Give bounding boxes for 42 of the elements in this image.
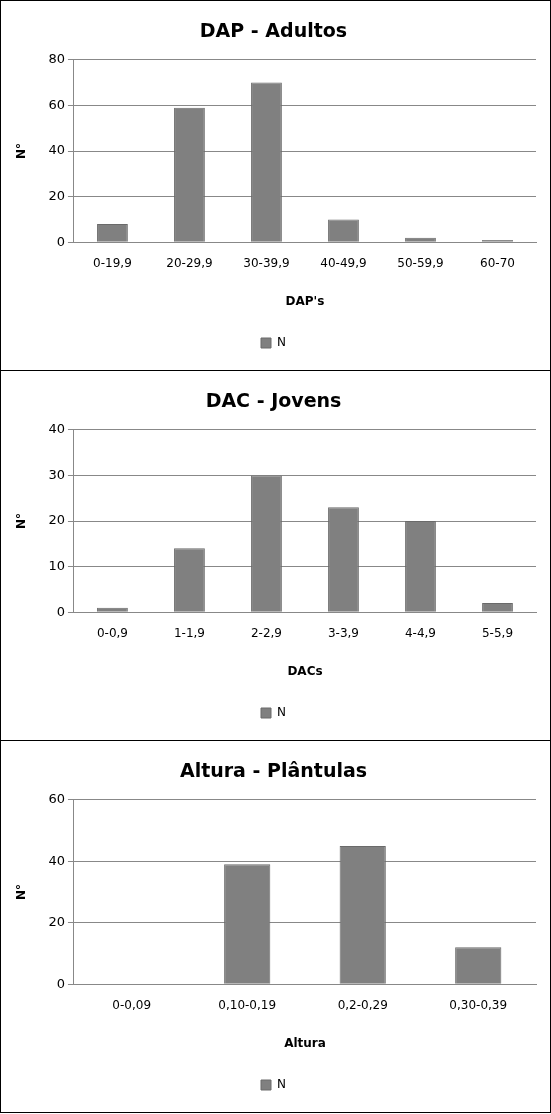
x-tick-label: 30-39,9 xyxy=(243,255,290,270)
x-tick-label: 50-59,9 xyxy=(397,255,444,270)
x-tick-label: 0,2-0,29 xyxy=(337,997,388,1012)
y-tick-label: 40 xyxy=(48,142,65,158)
x-tick-label: 60-70 xyxy=(480,255,515,270)
x-tick-label: 0,30-0,39 xyxy=(449,997,508,1012)
y-tick-label: 0 xyxy=(56,603,65,619)
chart-title: DAC - Jovens xyxy=(205,389,342,412)
x-axis-title: DACs xyxy=(287,663,323,678)
y-tick-label: 20 xyxy=(48,187,65,203)
x-tick-label: 40-49,9 xyxy=(320,255,367,270)
y-tick-label: 20 xyxy=(48,512,65,528)
legend-label: N xyxy=(277,335,286,350)
x-tick-label: 0-0,9 xyxy=(96,625,128,640)
x-tick-label: 0-0,09 xyxy=(112,997,152,1012)
y-tick-label: 0 xyxy=(56,975,65,991)
y-tick-label: 30 xyxy=(48,466,65,482)
x-axis-title: Altura xyxy=(284,1035,326,1050)
x-tick-label: 0,10-0,19 xyxy=(218,997,277,1012)
x-tick-label: 2-2,9 xyxy=(250,625,282,640)
y-tick-label: 60 xyxy=(48,96,65,112)
y-tick-label: 80 xyxy=(48,51,65,67)
x-tick-label: 3-3,9 xyxy=(327,625,360,640)
x-tick-label: 5-5,9 xyxy=(481,625,514,640)
y-tick-label: 0 xyxy=(56,233,65,249)
x-tick-label: 0-19,9 xyxy=(93,255,132,270)
legend-label: N xyxy=(277,705,286,720)
y-axis-title: N° xyxy=(14,512,29,530)
y-axis-title: N° xyxy=(14,883,29,901)
y-tick-label: 10 xyxy=(48,557,65,573)
y-tick-label: 20 xyxy=(48,914,65,930)
y-axis-title: N° xyxy=(14,142,29,160)
y-tick-label: 40 xyxy=(48,421,65,437)
chart-title: Altura - Plântulas xyxy=(179,759,368,782)
x-axis-title: DAP's xyxy=(285,293,325,308)
x-tick-label: 4-4,9 xyxy=(404,625,437,640)
chart-title: DAP - Adultos xyxy=(199,19,348,42)
y-tick-label: 60 xyxy=(48,791,65,807)
x-tick-label: 1-1,9 xyxy=(173,625,205,640)
y-tick-label: 40 xyxy=(48,852,65,868)
x-tick-label: 20-29,9 xyxy=(166,255,213,270)
legend-label: N xyxy=(277,1077,286,1092)
